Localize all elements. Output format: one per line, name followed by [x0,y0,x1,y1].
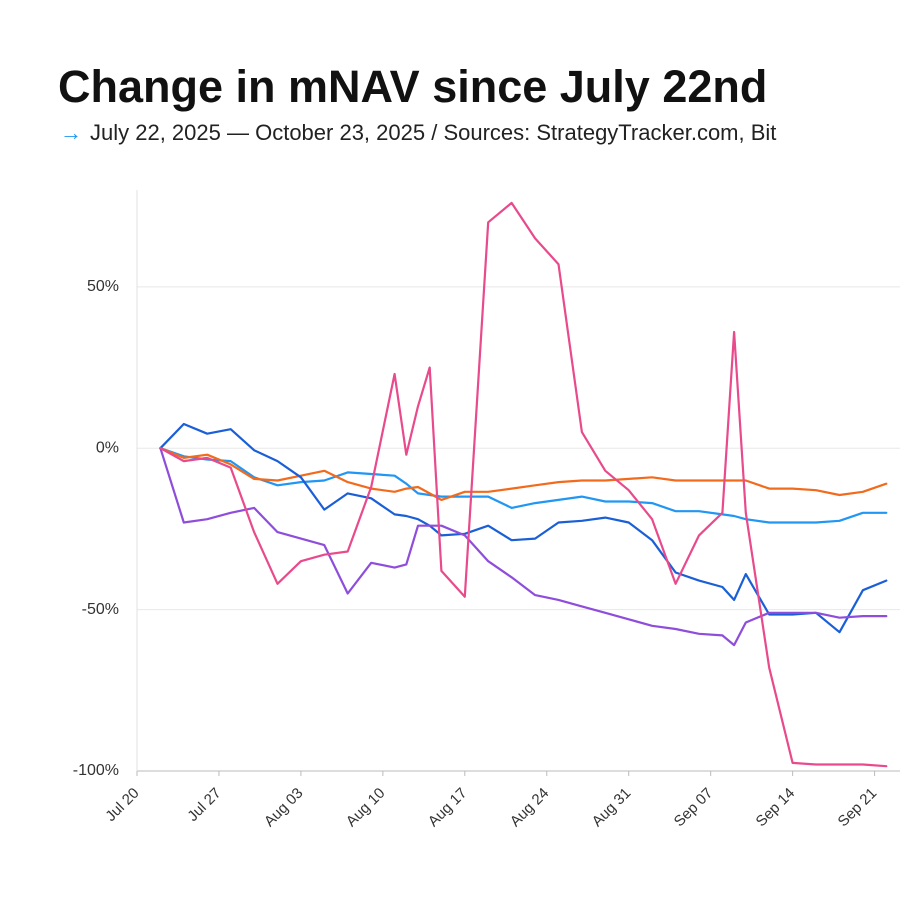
x-tick-label: Aug 10 [343,785,389,831]
x-tick-label: Aug 31 [589,785,635,831]
x-tick-label: Aug 17 [425,785,471,831]
y-tick-label: 0% [96,439,119,456]
x-tick-label: Aug 24 [507,785,553,831]
chart-subtitle: July 22, 2025 — October 23, 2025 / Sourc… [90,120,776,145]
series-line [159,422,888,634]
y-tick-label: -50% [82,601,119,618]
series-line [159,201,888,768]
series-line [159,447,888,647]
x-tick-label: Sep 14 [753,785,799,831]
subtitle-arrow: → [60,120,82,145]
series-line [159,447,888,524]
x-tick-label: Sep 07 [671,785,717,831]
y-tick-label: -100% [73,762,119,779]
y-tick-label: 50% [87,278,119,295]
series-line [159,447,888,501]
x-tick-label: Sep 21 [835,785,881,831]
x-tick-label: Jul 20 [102,785,142,825]
x-tick-label: Aug 03 [261,785,307,831]
plot-area: -100% -50% 0% 50% Jul 20 Jul 27 Aug 03 Aug 10 Au… [73,190,900,830]
chart-title: Change in mNAV since July 22nd [58,61,767,112]
x-tick-label: Jul 27 [184,785,224,825]
